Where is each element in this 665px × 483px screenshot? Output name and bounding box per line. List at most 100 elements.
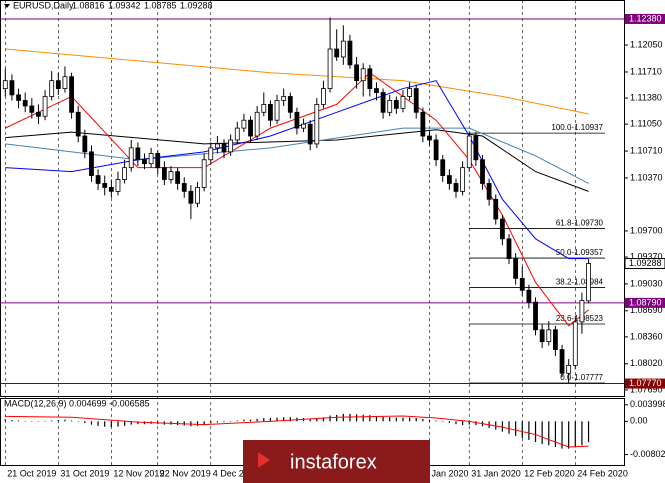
candle-body — [168, 171, 174, 180]
macd-bar — [515, 421, 517, 436]
fib-label: 38.2-1.08984 — [556, 278, 604, 287]
y-tick-label: 1.09030 — [630, 278, 663, 288]
x-tick-label: Jan 2020 — [431, 468, 468, 478]
macd-bar — [342, 413, 344, 422]
candle-body — [89, 151, 94, 176]
candle-body — [221, 143, 227, 153]
candle-body — [427, 135, 432, 141]
indicator-line — [5, 72, 589, 327]
candle-body — [16, 94, 21, 101]
macd-bar — [124, 421, 126, 426]
price-label-box — [625, 13, 665, 24]
candle-body — [102, 183, 108, 188]
candle-body — [586, 263, 591, 302]
fib-label: 61.8-1.09730 — [556, 219, 604, 228]
price-pane — [0, 0, 625, 397]
candle-body — [480, 159, 485, 184]
candle-body — [148, 153, 154, 165]
candle-body — [208, 147, 214, 161]
macd-bar — [415, 418, 417, 422]
title-icon — [4, 4, 10, 8]
candle-body — [566, 364, 572, 374]
candle-body — [274, 100, 280, 121]
candle-body — [268, 103, 273, 121]
macd-bar — [263, 418, 265, 422]
macd-bar — [435, 420, 437, 422]
macd-bar — [362, 414, 364, 422]
candle-body — [181, 183, 187, 192]
y-tick-label: 1.07690 — [630, 384, 663, 394]
macd-bar — [534, 421, 537, 443]
y-tick-label: 1.12050 — [630, 39, 663, 49]
macd-bar — [97, 421, 99, 426]
y-tick-label: 1.08690 — [630, 305, 663, 315]
candle-body — [393, 100, 399, 109]
macd-bar — [448, 421, 450, 423]
candle-body — [261, 103, 267, 113]
candle-body — [122, 167, 128, 180]
candle-body — [486, 183, 492, 200]
macd-bar — [587, 421, 590, 443]
macd-bar — [24, 420, 26, 422]
candle-body — [9, 80, 15, 96]
macd-bar — [568, 421, 570, 449]
macd-bar — [462, 421, 464, 426]
macd-bar — [70, 420, 73, 422]
x-tick-label: 12 Nov 2019 — [113, 468, 164, 478]
header-high: 1.09342 — [108, 0, 141, 10]
price-label: 1.12380 — [629, 13, 662, 23]
macd-bar — [243, 419, 245, 422]
candle-body — [36, 111, 41, 117]
candle-body — [22, 100, 28, 107]
x-tick-label: 24 Feb 2020 — [577, 468, 628, 478]
candle-body — [175, 171, 181, 184]
candle-body — [347, 40, 353, 66]
candle-body — [228, 139, 234, 153]
candle-body — [49, 80, 55, 97]
candle-body — [354, 64, 359, 82]
macd-bar — [574, 421, 576, 448]
y-tick-label: 1.10710 — [630, 145, 663, 155]
indicator-line — [5, 48, 589, 115]
macd-bar — [256, 418, 258, 422]
y-tick-label: 1.11380 — [630, 92, 662, 102]
y-tick-label: 1.08360 — [630, 331, 663, 341]
y-tick-label: 1.11710 — [630, 66, 662, 76]
candle-body — [407, 88, 412, 97]
macd-bar — [236, 420, 238, 422]
macd-bar — [31, 421, 33, 422]
macd-bar — [216, 421, 218, 423]
candle-body — [307, 123, 313, 145]
price-label: 1.08790 — [629, 297, 662, 307]
candle-body — [387, 100, 393, 113]
macd-bar — [402, 417, 404, 422]
price-label-box — [625, 297, 665, 308]
macd-y-tick-label: 0.003998 — [630, 399, 665, 409]
macd-bar — [561, 421, 563, 449]
candle-body — [281, 96, 287, 101]
candle-body — [493, 198, 499, 220]
x-tick-label: 4 Dec 2019 — [213, 468, 259, 478]
candle-body — [314, 103, 320, 145]
x-tick-label: 12 Feb 2020 — [524, 468, 575, 478]
macd-bar — [355, 414, 358, 422]
candle-body — [513, 258, 519, 279]
candle-body — [161, 167, 167, 180]
macd-bar — [77, 421, 79, 422]
candle-body — [195, 187, 200, 204]
candle-body — [214, 143, 220, 149]
macd-bar — [329, 415, 331, 422]
macd-y-tick-label: -0.008021 — [630, 449, 665, 459]
candle-body — [135, 147, 141, 161]
macd-y-tick-label: 0.00 — [630, 416, 648, 426]
candle-body — [453, 183, 459, 192]
watermark: instaforex — [243, 440, 430, 483]
macd-bar — [316, 418, 318, 422]
header-open: 1.08816 — [72, 0, 105, 10]
indicator-line — [5, 129, 589, 192]
macd-bar — [501, 421, 503, 432]
candle-body — [553, 329, 558, 350]
macd-bar — [230, 421, 232, 422]
